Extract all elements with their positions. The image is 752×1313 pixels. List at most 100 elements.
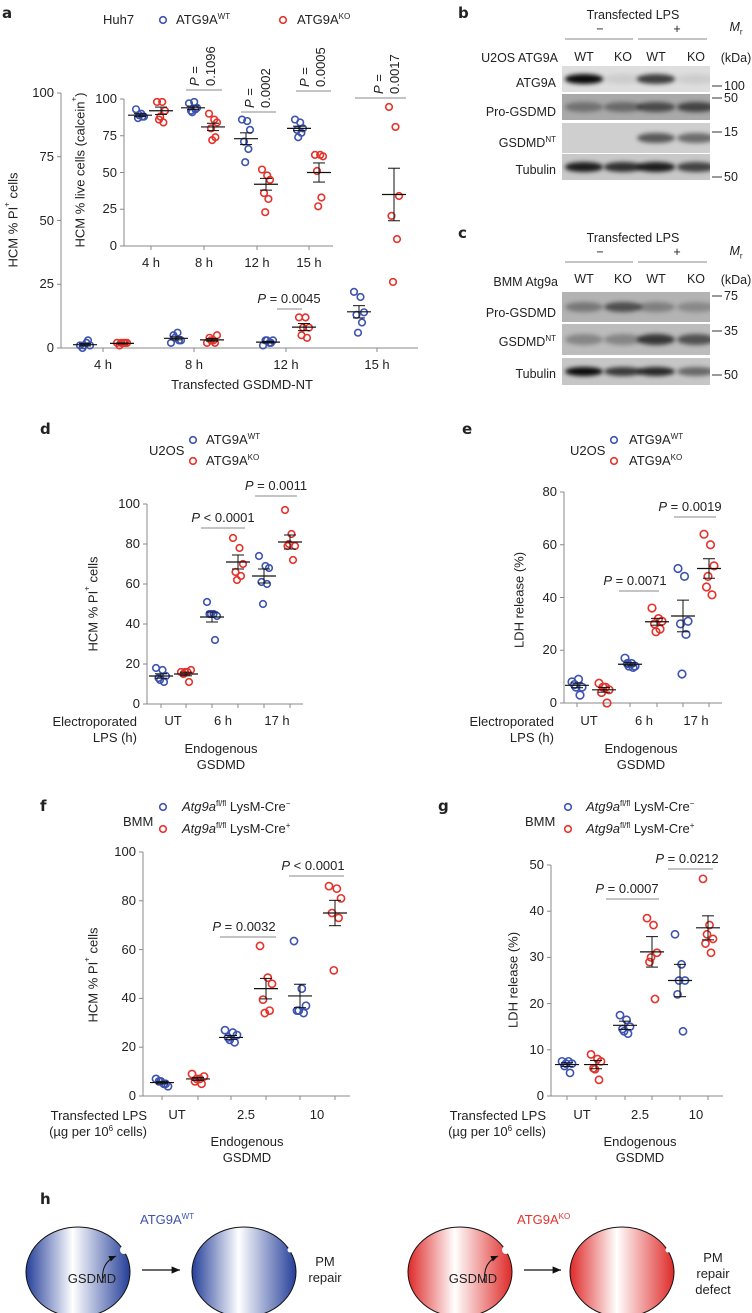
blot-b-blot-strip bbox=[562, 123, 710, 153]
membrane-pore bbox=[502, 1246, 510, 1254]
gsdmd-label: GSDMD bbox=[67, 1271, 117, 1286]
e-data-point bbox=[707, 590, 717, 600]
p-symbol: P bbox=[658, 499, 668, 514]
a_main-data-point bbox=[212, 331, 222, 340]
g-data-point bbox=[622, 1015, 631, 1025]
x-label-line: GSDMD bbox=[603, 1150, 676, 1166]
label-text: LPS (h) bbox=[92, 730, 137, 745]
a_main-p-value-label: P = 0.0017 bbox=[371, 38, 403, 94]
label-text: ATG9A bbox=[206, 453, 248, 468]
a_inset-data-point bbox=[244, 144, 253, 154]
mr: M bbox=[729, 20, 740, 34]
outcome-line: defect bbox=[695, 1282, 731, 1297]
a_main-data-point bbox=[391, 122, 400, 132]
g-x-axis-label: Endogenous GSDMD bbox=[603, 1134, 676, 1166]
a_inset-data-point bbox=[204, 109, 214, 118]
blot-b-marker-label: 15 bbox=[724, 125, 738, 139]
blot-b-band bbox=[565, 74, 603, 84]
label-text: Tubulin bbox=[515, 163, 556, 177]
p-symbol: P bbox=[212, 919, 222, 934]
g-data-point bbox=[706, 948, 716, 958]
d-data-point bbox=[155, 675, 165, 685]
label-text: Pro-GSDMD bbox=[485, 306, 556, 320]
a_main-x-axis-label: Transfected GSDMD-NT bbox=[171, 377, 313, 393]
f-y-tick-label: 60 bbox=[121, 941, 136, 957]
a_main-y-axis-label: HCM % PI+ cells bbox=[2, 173, 21, 268]
outcome-line: repair bbox=[696, 1266, 730, 1281]
superscript: + bbox=[689, 821, 695, 830]
g-y-tick-label: 0 bbox=[536, 1088, 544, 1103]
g-data-point bbox=[565, 1068, 575, 1078]
f-data-point bbox=[301, 1001, 311, 1011]
f-legend-group-label: BMM bbox=[123, 814, 154, 829]
cell-schematic-wt bbox=[25, 1226, 131, 1313]
cell-schematic-ko bbox=[407, 1226, 513, 1313]
p-symbol: P bbox=[655, 851, 665, 866]
g-y-tick-label: 50 bbox=[529, 857, 544, 872]
f-data-point bbox=[329, 965, 339, 975]
p-line: P = bbox=[187, 30, 203, 86]
d-x-row-label: Electroporated LPS (h) bbox=[52, 714, 137, 746]
a_main-legend-marker bbox=[278, 15, 288, 25]
blot-c-marker-label: 50 bbox=[724, 368, 738, 382]
e-category-label: UT bbox=[580, 713, 598, 728]
p-text: = bbox=[242, 88, 257, 100]
blot-c-lane-label: KO bbox=[613, 272, 633, 286]
a_inset-data-point bbox=[208, 136, 217, 145]
superscript: WT bbox=[181, 1212, 195, 1221]
label-text: Pro-GSDMD bbox=[485, 105, 556, 119]
p-line: P = bbox=[242, 52, 258, 108]
blot-c-band bbox=[604, 334, 642, 345]
f-data-point bbox=[324, 881, 334, 891]
p-symbol: P bbox=[603, 573, 613, 588]
cell-schematic-ko bbox=[569, 1226, 675, 1313]
p-value: = 0.0071 bbox=[612, 573, 667, 588]
mr-subscript: r bbox=[739, 251, 743, 261]
f-legend-entry: Atg9afl/fl LysM-Cre+ bbox=[182, 821, 290, 836]
superscript: + bbox=[2, 202, 12, 207]
e-category-label: 6 h bbox=[634, 713, 654, 728]
superscript: NT bbox=[545, 135, 556, 144]
e-p-value-label: P = 0.0071 bbox=[603, 573, 666, 588]
blot-b-band bbox=[565, 102, 603, 112]
e-data-point bbox=[573, 674, 584, 684]
a_main-y-tick-label: 0 bbox=[46, 340, 54, 355]
label-text: Atg9a bbox=[586, 821, 620, 836]
blot-b-lane-label: WT bbox=[574, 50, 594, 64]
a_main-data-point bbox=[262, 336, 272, 345]
label-text: GSDMD bbox=[196, 757, 246, 772]
a_inset-data-point bbox=[265, 175, 275, 184]
label-text: Endogenous bbox=[604, 741, 678, 756]
superscript: WT bbox=[670, 432, 684, 441]
blot-b-band bbox=[637, 102, 675, 112]
blot-b-plus: + bbox=[673, 22, 681, 36]
outcome-line: PM bbox=[703, 1250, 723, 1265]
row-label-line: (µg per 106 cells) bbox=[448, 1124, 546, 1140]
superscript: KO bbox=[247, 453, 260, 462]
d-data-point bbox=[151, 663, 161, 673]
superscript: KO bbox=[558, 1212, 571, 1221]
d-data-point bbox=[284, 539, 294, 549]
a_main-data-point bbox=[388, 277, 398, 287]
p-line: 0.1096 bbox=[203, 30, 219, 86]
p-value: < 0.0001 bbox=[290, 858, 345, 873]
p-value: = 0.0019 bbox=[667, 499, 722, 514]
superscript: 6 bbox=[507, 1124, 513, 1133]
blot-b-row-label: Pro-GSDMD bbox=[486, 105, 556, 119]
d-data-point bbox=[238, 559, 248, 569]
e-legend-marker bbox=[609, 435, 619, 445]
f-y-tick-label: 80 bbox=[121, 892, 136, 908]
p-value: 0.0002 bbox=[258, 68, 273, 108]
e-category-label: 17 h bbox=[683, 713, 709, 728]
p-text: = bbox=[297, 67, 312, 79]
label-text: ATG9A bbox=[629, 453, 671, 468]
a_inset-data-point bbox=[264, 194, 273, 204]
superscript: + bbox=[285, 821, 291, 830]
p-symbol: P bbox=[244, 478, 254, 493]
blot-c-row-label: GSDMDNT bbox=[499, 334, 556, 349]
f-data-point bbox=[299, 1008, 308, 1018]
p-symbol: P bbox=[257, 291, 267, 306]
g-legend-marker bbox=[563, 802, 573, 812]
a_inset-data-point bbox=[212, 118, 222, 127]
